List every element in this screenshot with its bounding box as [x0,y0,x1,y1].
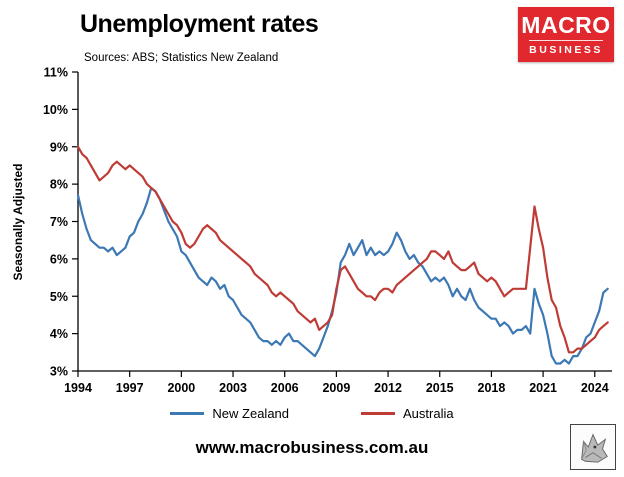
svg-text:2021: 2021 [529,381,557,395]
page-title: Unemployment rates [80,10,319,38]
legend-item-australia: Australia [361,406,454,421]
site-url: www.macrobusiness.com.au [195,438,429,457]
svg-text:11%: 11% [44,66,68,80]
wolf-logo [570,424,616,470]
svg-text:2018: 2018 [478,381,506,395]
macrobusiness-logo: MACRO BUSINESS [518,7,614,62]
y-axis-title: Seasonally Adjusted [11,164,25,281]
svg-text:7%: 7% [50,215,68,229]
australia-line-swatch [361,412,396,415]
legend-label-new-zealand: New Zealand [212,406,290,421]
chart-axes: 3% 4% 5% 6% 7% 8% 9% 10% 11% 1994 1997 2000 2003 2006… [43,66,612,395]
svg-text:4%: 4% [50,327,68,341]
svg-text:1997: 1997 [116,381,144,395]
legend-label-australia: Australia [403,406,454,421]
svg-text:3%: 3% [50,365,68,379]
svg-text:1994: 1994 [64,381,92,395]
chart-series-lines [76,145,609,365]
svg-text:2006: 2006 [271,381,299,395]
svg-text:5%: 5% [50,290,68,304]
svg-text:10%: 10% [43,103,68,117]
new-zealand-line-swatch [170,412,205,415]
logo-text-business: BUSINESS [529,39,603,56]
svg-text:8%: 8% [50,178,68,192]
svg-text:2000: 2000 [167,381,195,395]
svg-text:9%: 9% [50,140,68,154]
legend-item-new-zealand: New Zealand [170,406,289,421]
logo-text-macro: MACRO [521,11,611,38]
wolf-logo-icon [581,433,608,463]
svg-text:2015: 2015 [426,381,454,395]
svg-text:2012: 2012 [374,381,402,395]
chart-source-note: Sources: ABS; Statistics New Zealand [84,52,279,64]
svg-text:2003: 2003 [219,381,247,395]
svg-text:2024: 2024 [581,381,609,395]
svg-text:2009: 2009 [322,381,350,395]
chart-legend: New Zealand Australia [0,406,624,421]
unemployment-line-chart: Seasonally Adjusted 3% 4% 5% 6% 7% 8% 9% 10% 11%… [11,66,612,395]
svg-text:6%: 6% [50,252,68,266]
